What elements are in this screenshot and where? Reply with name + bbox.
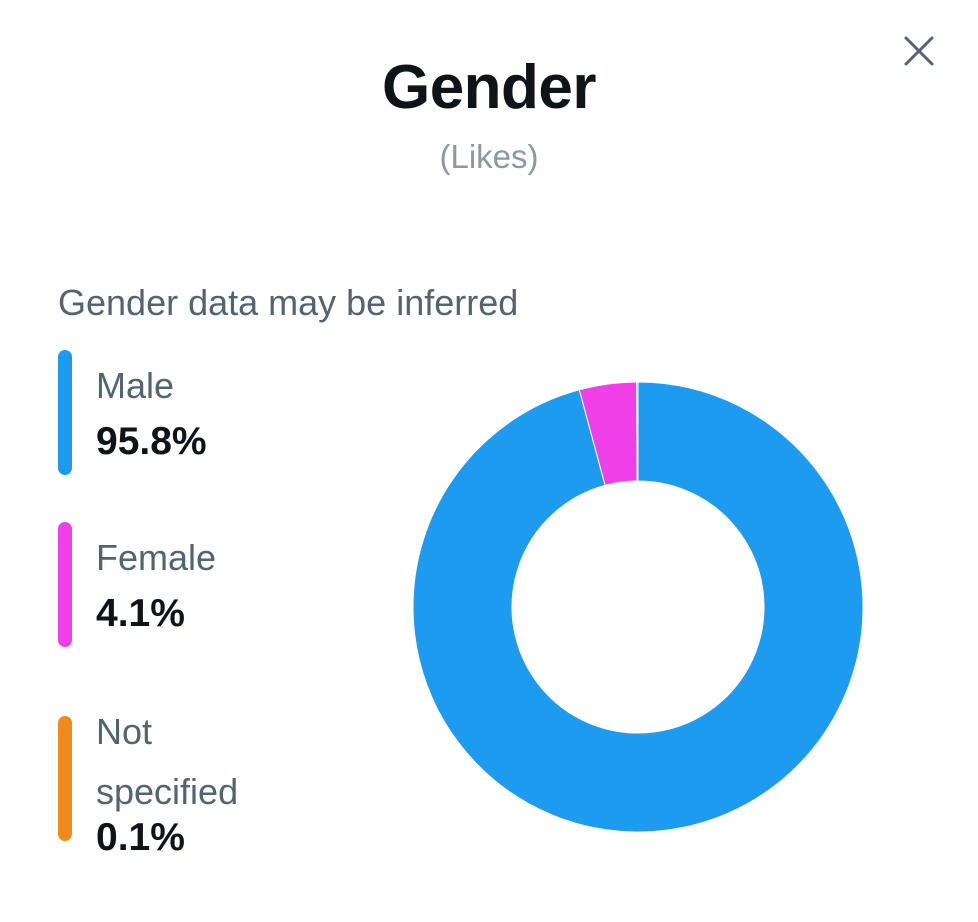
close-button[interactable] xyxy=(896,28,942,74)
legend-value-male: 95.8% xyxy=(96,420,207,463)
legend-label-not-specified: Not specified xyxy=(96,711,239,812)
donut-slice-female[interactable] xyxy=(578,381,638,486)
dialog-subtitle: (Likes) xyxy=(439,138,539,175)
legend-swatch-not-specified xyxy=(58,716,72,841)
donut-slice-male[interactable] xyxy=(412,381,864,833)
donut-slice-not-specified[interactable] xyxy=(636,381,639,482)
dialog-title: Gender xyxy=(381,53,597,122)
legend-value-not-specified: 0.1% xyxy=(96,816,185,859)
close-icon xyxy=(904,36,934,66)
inference-note: Gender data may be inferred xyxy=(58,282,519,323)
legend-label-female: Female xyxy=(96,537,217,578)
legend-swatch-female xyxy=(58,522,72,647)
legend-swatch-male xyxy=(58,350,72,475)
legend-value-female: 4.1% xyxy=(96,592,185,635)
legend-label-male: Male xyxy=(96,365,175,406)
